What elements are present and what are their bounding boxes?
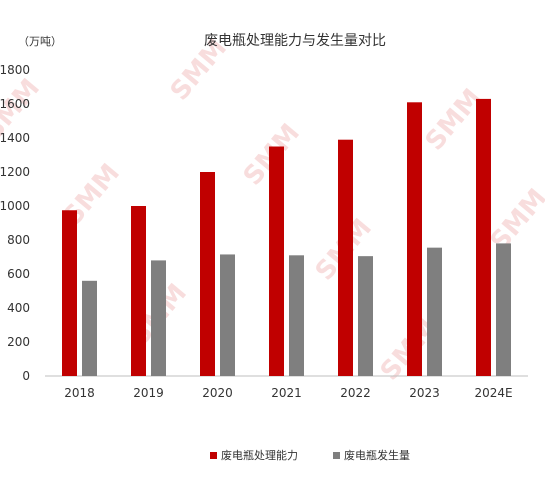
chart-title: 废电瓶处理能力与发生量对比 (204, 33, 386, 49)
legend-swatch-capacity (210, 452, 217, 459)
bars-layer (62, 98, 511, 377)
bar-capacity-2020 (200, 172, 215, 376)
x-tick-label: 2018 (64, 386, 95, 400)
x-tick-label: 2021 (271, 386, 302, 400)
bar-generation-2020 (220, 254, 235, 376)
y-tick-label: 0 (22, 369, 30, 383)
y-tick-label: 1800 (0, 63, 30, 77)
bar-capacity-2023 (407, 102, 422, 377)
y-tick-label: 800 (7, 233, 30, 247)
y-tick-label: 1400 (0, 131, 30, 145)
bar-capacity-2021 (269, 146, 284, 376)
bar-capacity-2022 (338, 139, 353, 376)
y-axis-unit: （万吨） (18, 35, 62, 48)
legend-swatch-generation (333, 452, 340, 459)
bar-generation-2019 (151, 260, 166, 376)
legend-label-generation: 废电瓶发生量 (344, 448, 410, 462)
bar-generation-2022 (358, 256, 373, 376)
x-tick-label: 2020 (202, 386, 233, 400)
y-tick-label: 600 (7, 267, 30, 281)
bar-generation-2018 (82, 280, 97, 376)
y-tick-label: 200 (7, 335, 30, 349)
x-tick-label: 2024E (474, 386, 512, 400)
y-tick-label: 400 (7, 301, 30, 315)
y-tick-label: 1000 (0, 199, 30, 213)
bar-capacity-2024E (476, 98, 491, 377)
x-tick-label: 2019 (133, 386, 164, 400)
y-axis-ticks: 0 200 400 600 800 1000 1200 1400 1600 1800 (0, 63, 30, 383)
watermark-logo: SMM (485, 183, 545, 256)
bar-generation-2023 (427, 247, 442, 376)
legend-label-capacity: 废电瓶处理能力 (221, 448, 298, 462)
x-axis-ticks: 2018 2019 2020 2021 2022 2023 2024E (64, 386, 512, 400)
legend: 废电瓶处理能力 废电瓶发生量 (210, 448, 410, 462)
x-tick-label: 2022 (340, 386, 371, 400)
bar-capacity-2018 (62, 210, 77, 376)
y-tick-label: 1600 (0, 97, 30, 111)
x-tick-label: 2023 (409, 386, 440, 400)
bar-capacity-2019 (131, 206, 146, 376)
bar-generation-2024E (496, 243, 511, 376)
bar-generation-2021 (289, 255, 304, 376)
y-tick-label: 1200 (0, 165, 30, 179)
